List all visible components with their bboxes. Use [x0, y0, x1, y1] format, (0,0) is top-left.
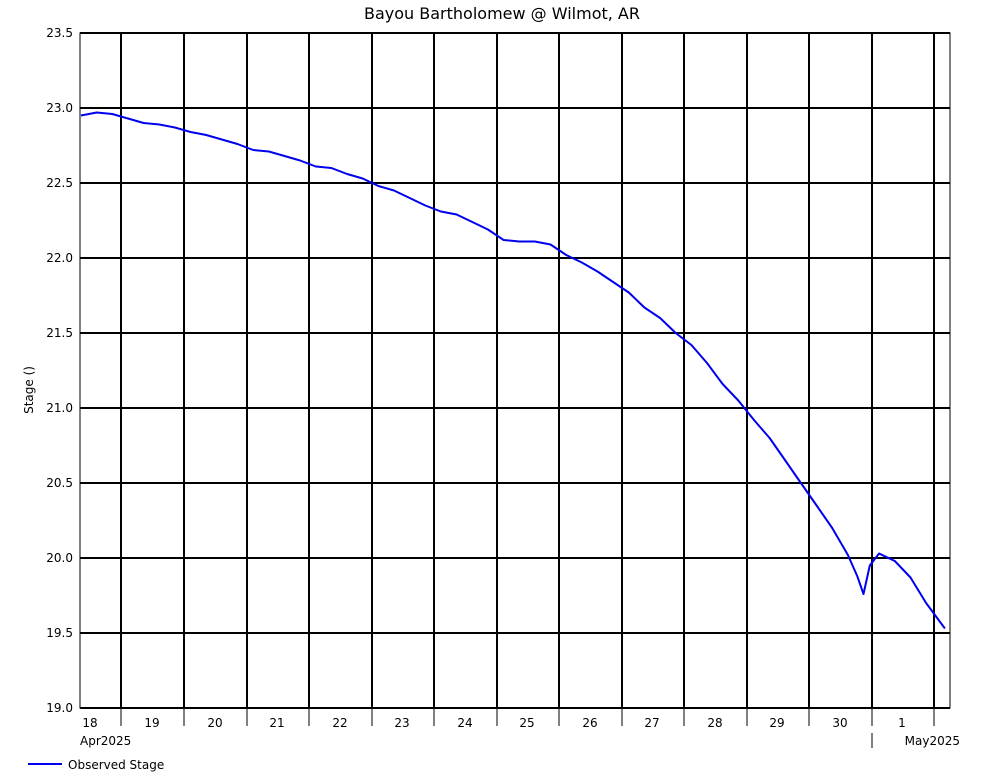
x-tick-label: 21 [269, 716, 284, 730]
legend: Observed Stage [28, 758, 164, 772]
y-tick-label: 20.5 [46, 476, 73, 490]
x-month-label: Apr2025 [80, 734, 131, 748]
x-tick-labels: 18 19 20 21 22 23 24 25 26 27 28 29 30 1 Apr2025 May202… [80, 716, 960, 748]
y-tick-labels: 23.5 23.0 22.5 22.0 21.5 21.0 20.5 20.0 19.5 19.0 [46, 26, 73, 715]
x-tick-label: 1 [898, 716, 906, 730]
x-tick-label: 18 [82, 716, 97, 730]
y-tick-label: 21.5 [46, 326, 73, 340]
series-layer [80, 111, 946, 630]
y-tick-label: 23.5 [46, 26, 73, 40]
x-tick-label: 25 [519, 716, 534, 730]
x-tick-label: 22 [332, 716, 347, 730]
x-tick-label: 27 [644, 716, 659, 730]
y-tick-label: 21.0 [46, 401, 73, 415]
x-tick-label: 28 [707, 716, 722, 730]
series-line-observed-stage [80, 111, 946, 630]
chart-title: Bayou Bartholomew @ Wilmot, AR [364, 4, 640, 23]
y-tick-label: 22.0 [46, 251, 73, 265]
x-month-label: May2025 [905, 734, 960, 748]
x-tick-label: 24 [457, 716, 472, 730]
y-axis-label: Stage () [22, 366, 36, 414]
y-tick-label: 20.0 [46, 551, 73, 565]
legend-label: Observed Stage [68, 758, 164, 772]
x-tick-label: 26 [582, 716, 597, 730]
x-tick-label: 29 [769, 716, 784, 730]
x-tick-label: 20 [207, 716, 222, 730]
x-tick-label: 23 [394, 716, 409, 730]
y-tick-label: 22.5 [46, 176, 73, 190]
grid [79, 32, 951, 726]
y-tick-label: 19.0 [46, 701, 73, 715]
y-tick-label: 23.0 [46, 101, 73, 115]
x-tick-label: 30 [832, 716, 847, 730]
y-tick-label: 19.5 [46, 626, 73, 640]
x-tick-label: 19 [144, 716, 159, 730]
plot-frame [79, 32, 951, 709]
